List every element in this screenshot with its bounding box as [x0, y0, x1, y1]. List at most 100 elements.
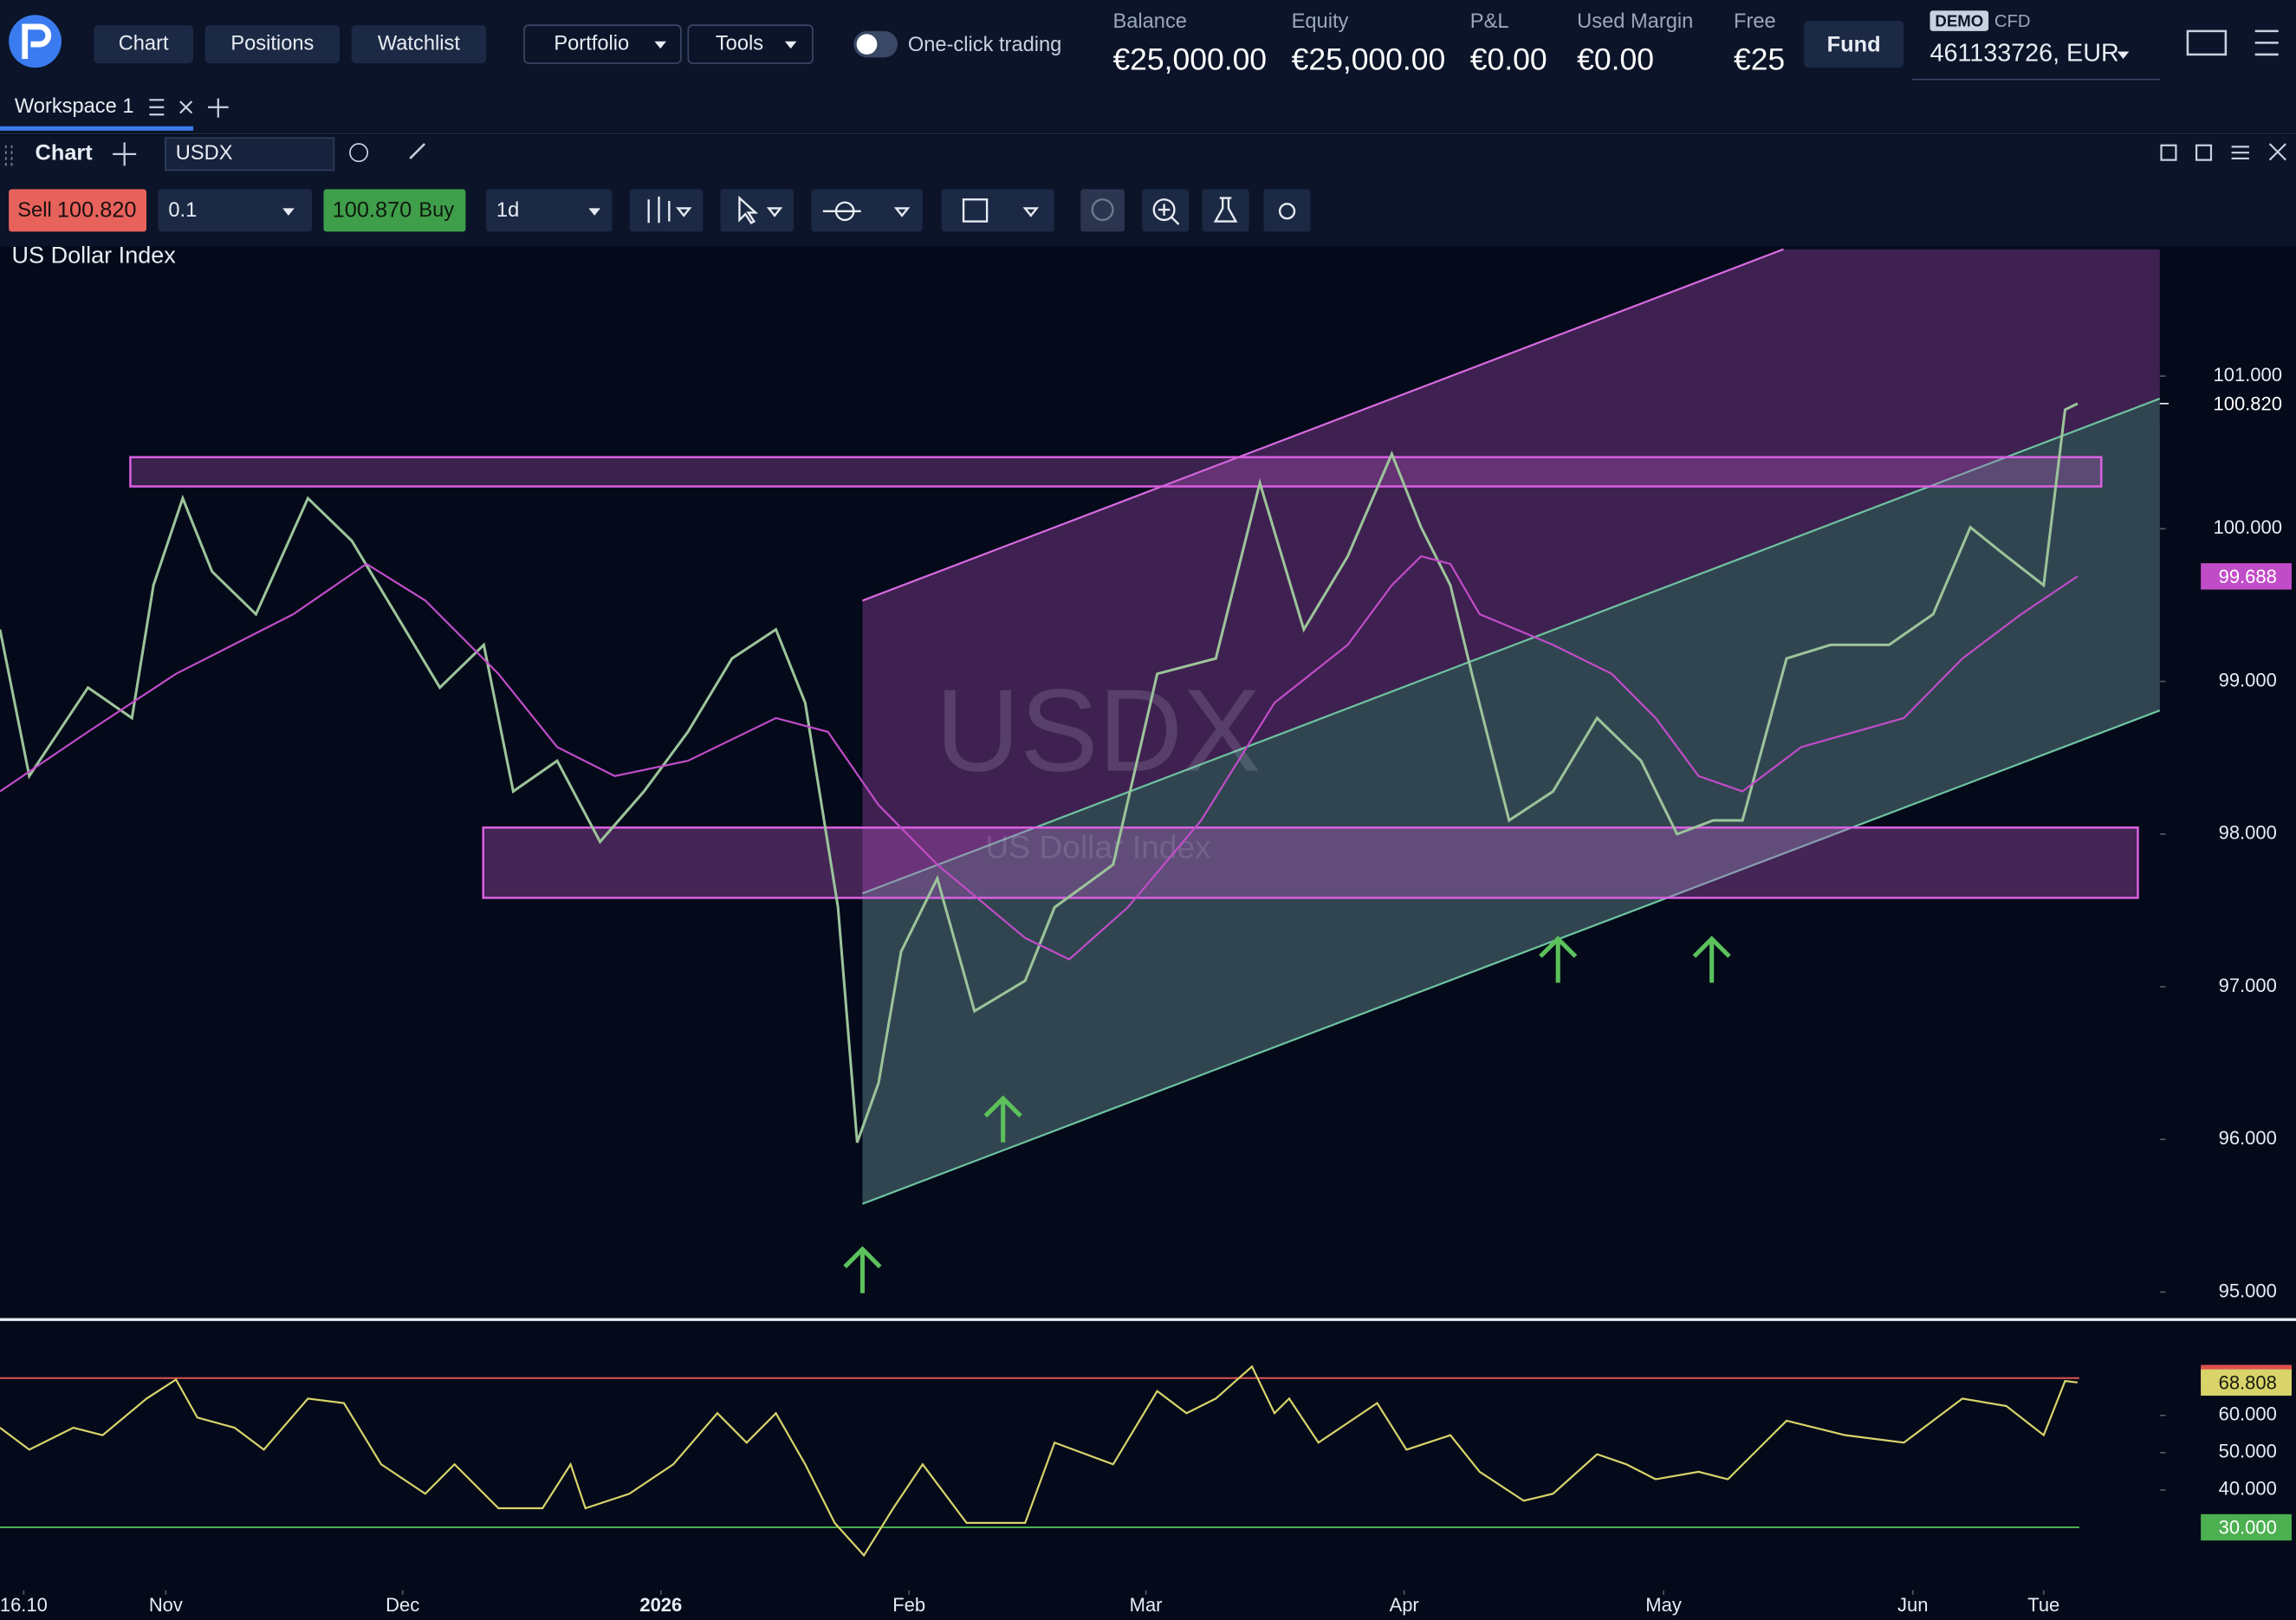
zone-rect[interactable] — [129, 456, 2103, 488]
quantity-select[interactable] — [158, 189, 312, 232]
x-tick-label: May — [1645, 1594, 1682, 1616]
caret — [282, 208, 295, 216]
panel-title: Chart — [36, 141, 94, 165]
channel-upper[interactable] — [862, 249, 2160, 894]
symbol-input[interactable] — [165, 137, 335, 172]
quantity: 0.1 — [168, 199, 197, 222]
account-type: CFD — [1994, 12, 2031, 31]
x-tick-label: Mar — [1130, 1594, 1163, 1616]
stat-value: €0.00 — [1470, 42, 1547, 77]
x-tick-label: Feb — [892, 1594, 925, 1616]
price-badge — [2201, 1513, 2292, 1541]
stat-value: €25 — [1734, 42, 1785, 77]
fund-button[interactable] — [1804, 21, 1904, 68]
account-stat: Equity €25,000.00 — [1292, 10, 1446, 77]
watermark-subtitle: US Dollar Index — [985, 828, 1211, 865]
nav-label: Chart — [119, 32, 169, 55]
interval: 1d — [496, 199, 519, 222]
demo-text: DEMO — [1935, 12, 1983, 30]
caret — [588, 208, 600, 216]
tool-icons — [647, 195, 1296, 225]
layout-icon[interactable] — [2186, 29, 2228, 56]
account-stat: Balance €25,000.00 — [1112, 10, 1267, 77]
sell-button[interactable] — [9, 189, 147, 232]
nav-button[interactable] — [94, 25, 194, 64]
stat-label: Equity — [1292, 10, 1349, 33]
price-line — [0, 554, 2079, 961]
y-tick-label: 101.000 — [2214, 364, 2282, 386]
nav-button[interactable] — [351, 25, 487, 64]
chart-title: US Dollar Index — [12, 242, 177, 268]
price-badge-label: 99.688 — [2219, 566, 2277, 587]
y-tick-label: 97.000 — [2219, 975, 2277, 996]
caret — [784, 41, 797, 49]
stat-label: Free — [1734, 10, 1776, 33]
channel-line[interactable] — [862, 710, 2161, 1205]
price-line — [0, 402, 2079, 1144]
indicator-line — [0, 1364, 2078, 1558]
nav-button[interactable] — [204, 25, 341, 64]
x-tick-label: Apr — [1390, 1594, 1419, 1616]
x-tick-label: Nov — [149, 1594, 183, 1616]
arrows[interactable] — [843, 936, 1731, 1293]
price-badge-label: 68.808 — [2219, 1371, 2277, 1393]
channel-lower[interactable] — [862, 399, 2160, 1204]
link-icon[interactable] — [409, 143, 426, 159]
buy-button[interactable] — [323, 189, 466, 232]
buy-price: 100.870 — [333, 198, 412, 222]
toggle-knob — [856, 34, 878, 55]
panel-icons[interactable] — [2160, 143, 2286, 161]
y-tick-label: 40.000 — [2219, 1478, 2277, 1500]
watermark: USDX — [936, 665, 1262, 796]
tab-icons[interactable] — [149, 98, 229, 118]
caret — [2117, 51, 2130, 60]
workspace-tab[interactable]: Workspace 1 — [15, 95, 134, 118]
info-icon[interactable] — [349, 143, 369, 163]
stat-label: Used Margin — [1577, 10, 1693, 33]
tab-underline — [0, 126, 194, 131]
sell-price: 100.820 — [57, 198, 137, 222]
stat-value: €25,000.00 — [1292, 42, 1446, 77]
x-tick-label: Jun — [1897, 1594, 1928, 1616]
nav-label: Watchlist — [378, 32, 461, 55]
symbol: USDX — [176, 142, 233, 165]
toggle-label: One-click trading — [908, 34, 1062, 56]
menu-icon[interactable] — [2254, 29, 2279, 56]
account-stat: Free €25 — [1734, 10, 1785, 77]
channel-line[interactable] — [862, 248, 1784, 602]
y-tick-label: 98.000 — [2219, 822, 2277, 844]
menu-label: Portfolio — [554, 32, 629, 55]
account-stat: P&L €0.00 — [1470, 10, 1547, 77]
top-bar — [0, 0, 2296, 133]
account[interactable]: 461133726, EUR — [1930, 40, 2118, 68]
buy-label: Buy — [418, 199, 454, 222]
y-tick-label: 50.000 — [2219, 1441, 2277, 1462]
stat-label: P&L — [1470, 10, 1509, 33]
tools-menu[interactable] — [687, 24, 814, 64]
x-tick-label: Tue — [2027, 1594, 2059, 1616]
stat-value: €0.00 — [1577, 42, 1654, 77]
y-tick-label: 100.000 — [2214, 516, 2282, 538]
y-tick-label: 96.000 — [2219, 1127, 2277, 1149]
fund-label: Fund — [1827, 32, 1881, 56]
portfolio-menu[interactable] — [523, 24, 682, 64]
tool-buttons[interactable] — [629, 189, 1311, 232]
price-badge — [2201, 563, 2292, 590]
y-tick-label: 60.000 — [2219, 1403, 2277, 1425]
logo-mark — [22, 23, 52, 60]
y-tick-label: 99.000 — [2219, 669, 2277, 690]
x-tick-label: Dec — [386, 1594, 419, 1616]
sell-label: Sell — [17, 199, 51, 222]
demo-badge — [1930, 10, 1989, 31]
interval-select[interactable] — [486, 189, 613, 232]
zone-rect[interactable] — [482, 826, 2139, 899]
channel-line[interactable] — [862, 398, 2161, 895]
price-badge-label: 30.000 — [2219, 1517, 2277, 1539]
account-stat: Used Margin €0.00 — [1577, 10, 1693, 77]
add-icon[interactable] — [113, 142, 137, 166]
caret — [654, 41, 666, 49]
y-tick-label: 95.000 — [2219, 1280, 2277, 1301]
